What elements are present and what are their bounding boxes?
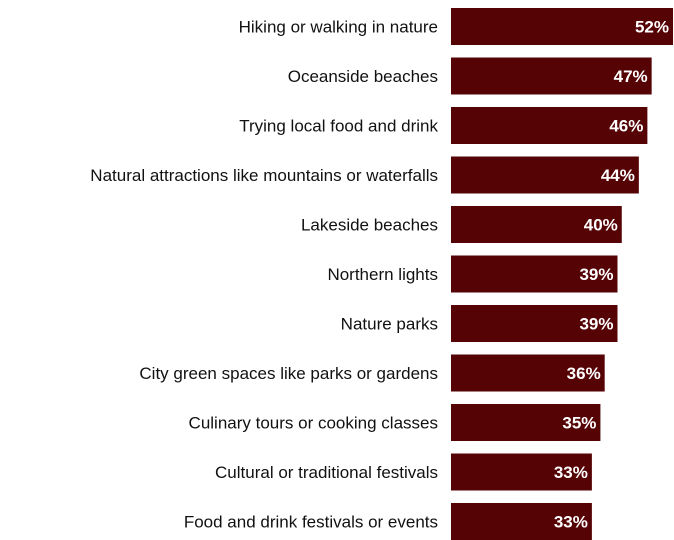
category-label: Hiking or walking in nature [239,18,438,37]
value-label: 44% [601,166,635,185]
bar [451,57,652,95]
value-label: 46% [609,117,643,136]
value-label: 40% [584,216,618,235]
category-label: Oceanside beaches [288,67,438,86]
bar [451,453,592,491]
value-label: 52% [635,18,669,37]
category-label: Lakeside beaches [301,216,438,235]
category-label: Nature parks [341,315,438,334]
value-label: 39% [579,315,613,334]
bar [451,255,618,293]
value-label: 39% [579,265,613,284]
bar [451,107,648,144]
category-label: Trying local food and drink [239,117,438,136]
value-label: 33% [554,513,588,532]
value-label: 33% [554,463,588,482]
category-label: Culinary tours or cooking classes [189,414,438,433]
category-label: Food and drink festivals or events [184,513,438,532]
bar [451,8,673,45]
value-label: 35% [562,414,596,433]
bar [451,156,639,194]
bar [451,503,592,540]
category-label: Northern lights [327,265,438,284]
category-label: Natural attractions like mountains or wa… [90,166,438,185]
bar [451,305,618,342]
value-label: 36% [567,364,601,383]
bar [451,354,605,392]
bar [451,206,622,243]
value-label: 47% [614,67,648,86]
bar [451,404,601,441]
category-label: City green spaces like parks or gardens [139,364,438,383]
category-label: Cultural or traditional festivals [215,463,438,482]
